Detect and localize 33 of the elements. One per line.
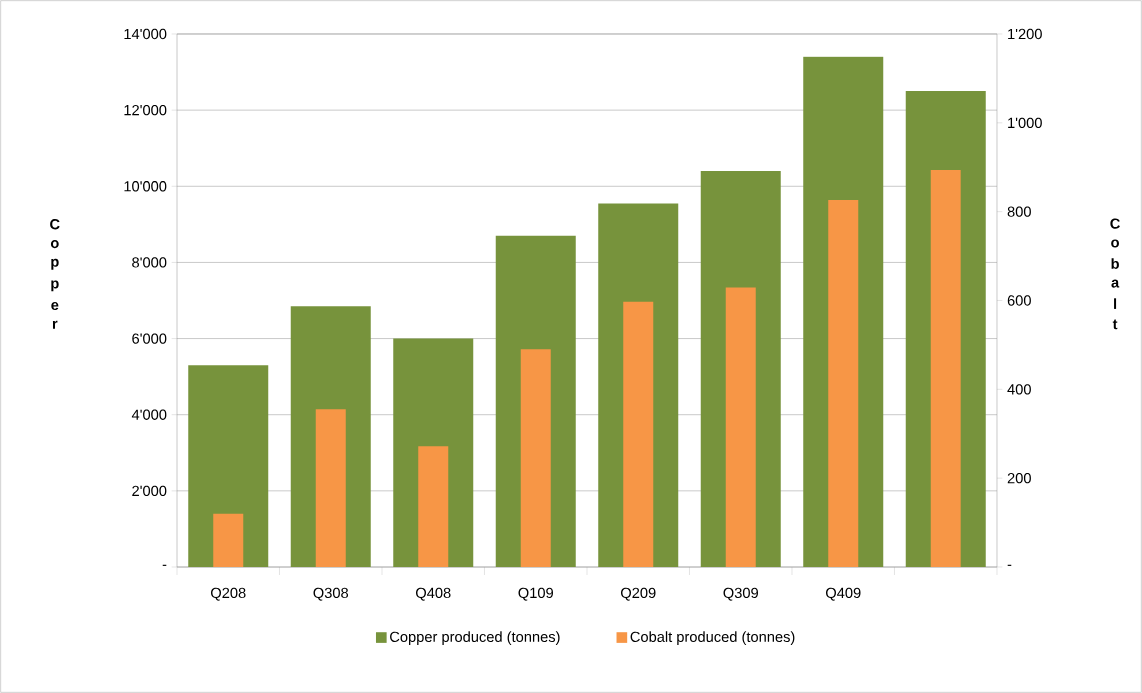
y2-tick-label: 800 [1007,206,1031,217]
y-tick-label: 12'000 [124,104,167,116]
x-tick-label: Q208 [211,587,246,601]
bar [623,301,654,567]
bar [213,513,244,567]
y-tick-label: 2'000 [132,485,167,497]
x-tick-label: Q409 [826,587,861,601]
y-tick-label: 14'000 [124,28,167,40]
bar [418,446,449,567]
y2-tick-label: 400 [1007,384,1031,395]
y2-tick-label: 200 [1007,472,1031,484]
x-tick-label: Q308 [313,587,349,601]
y2-tick-label: - [1007,564,1012,566]
bar [828,200,859,567]
y-tick-label: - [162,564,167,566]
x-tick-label: Q309 [723,587,758,601]
y2-axis-title: Cobalt [1110,218,1120,330]
x-tick-label: Q408 [416,587,451,601]
y-tick-label: 8'000 [132,257,167,268]
legend-label: Cobalt produced (tonnes) [630,631,795,645]
y-tick-label: 4'000 [131,409,167,420]
y2-tick-label: 600 [1007,295,1031,306]
bar [315,409,346,567]
x-tick-label: Q109 [518,587,553,601]
legend-label: Copper produced (tonnes) [390,631,560,645]
y-tick-label: 6'000 [132,333,167,344]
y-tick-label: 10'000 [124,181,167,192]
y2-tick-label: 1'200 [1008,28,1042,40]
y-axis-title: Copper [50,219,60,329]
bar [520,349,551,567]
bar [725,287,756,567]
y2-tick-label: 1'000 [1008,117,1042,129]
x-tick-label: Q209 [621,587,656,601]
